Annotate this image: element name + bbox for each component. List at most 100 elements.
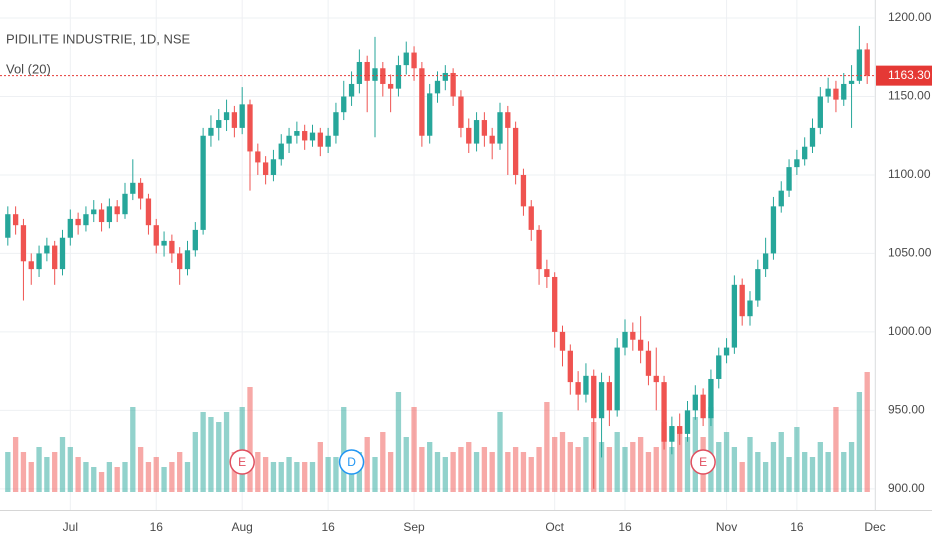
candle-body: [645, 350, 652, 376]
candle-body: [481, 120, 488, 136]
candle-body: [255, 151, 261, 163]
candle-body: [75, 218, 81, 226]
volume-bar: [372, 457, 378, 492]
volume-bar: [434, 452, 441, 492]
candle-body: [364, 61, 370, 81]
volume-bar: [794, 427, 800, 492]
volume-bar: [177, 452, 183, 492]
candle-body: [153, 225, 159, 246]
event-label: D: [347, 455, 356, 469]
volume-bar: [809, 457, 816, 492]
candle-body: [794, 159, 800, 168]
volume-bar: [614, 432, 620, 492]
volume-bar: [778, 432, 784, 492]
candle-body: [122, 193, 128, 215]
candle-body: [177, 253, 183, 270]
indicator-label: Vol (20): [6, 61, 51, 76]
candle-body: [692, 394, 698, 411]
candle-body: [856, 49, 863, 81]
volume-bar: [208, 417, 214, 492]
candle-body: [192, 229, 198, 251]
volume-bar: [528, 457, 534, 492]
candle-body: [262, 162, 269, 175]
candle-body: [356, 61, 363, 84]
volume-bar: [223, 412, 230, 492]
volume-bar: [559, 432, 566, 492]
volume-bar: [552, 437, 558, 492]
candle-body: [223, 112, 230, 121]
candle-body: [294, 131, 300, 136]
volume-bar: [786, 457, 792, 492]
candle-body: [598, 382, 605, 419]
candle-body: [341, 96, 347, 113]
volume-bar: [677, 432, 683, 492]
candle-body: [583, 375, 589, 395]
volume-bar: [505, 452, 511, 492]
candle-body: [395, 65, 402, 89]
x-tick-label: Dec: [864, 520, 885, 534]
candle-body: [216, 120, 222, 128]
x-tick-label: Jul: [63, 520, 78, 534]
volume-bar: [864, 372, 870, 492]
volume-bar: [637, 437, 644, 492]
x-tick-label: 16: [618, 520, 632, 534]
candle-body: [427, 93, 433, 136]
volume-bar: [130, 407, 136, 492]
volume-bar: [153, 457, 159, 492]
candle-body: [653, 375, 659, 383]
candle-body: [466, 127, 472, 144]
volume-bar: [278, 462, 284, 492]
candle-body: [91, 209, 97, 215]
volume-bar: [184, 462, 191, 492]
candle-body: [606, 382, 613, 411]
candle-body: [770, 206, 777, 254]
volume-bar: [716, 442, 722, 492]
candle-body: [497, 112, 503, 144]
candle-body: [802, 146, 808, 160]
volume-bar: [67, 447, 73, 492]
volume-bar: [755, 452, 761, 492]
volume-bar: [411, 407, 417, 492]
volume-bar: [856, 392, 863, 492]
volume-bar: [630, 442, 636, 492]
volume-bar: [739, 462, 745, 492]
candle-body: [317, 132, 323, 147]
candle-body: [755, 269, 761, 301]
x-tick-label: Oct: [545, 520, 564, 534]
volume-bar: [5, 452, 11, 492]
candle-body: [544, 269, 550, 277]
volume-bar: [419, 447, 425, 492]
candle-body: [348, 83, 355, 97]
volume-bar: [512, 447, 519, 492]
candle-body: [411, 52, 417, 69]
candle-body: [630, 331, 636, 340]
volume-bar: [684, 437, 691, 492]
volume-bar: [544, 402, 550, 492]
volume-bar: [145, 462, 152, 492]
candle-body: [739, 284, 745, 317]
volume-bar: [817, 442, 823, 492]
volume-bar: [731, 447, 738, 492]
volume-bar: [489, 452, 495, 492]
volume-bar: [450, 452, 456, 492]
candle-body: [231, 112, 238, 128]
candle-body: [20, 225, 27, 262]
candle-body: [731, 284, 738, 348]
volume-bar: [380, 432, 386, 492]
volume-layer: [5, 372, 870, 492]
candle-body: [380, 68, 386, 84]
volume-bar: [341, 407, 347, 492]
volume-bar: [575, 447, 581, 492]
volume-bar: [645, 452, 652, 492]
volume-bar: [723, 432, 730, 492]
volume-bar: [762, 462, 769, 492]
overlay-layer: 1163.30 E D E: [0, 65, 932, 475]
candle-body: [864, 49, 870, 76]
candle-body: [817, 96, 823, 128]
volume-bar: [442, 457, 448, 492]
candle-body: [325, 135, 331, 147]
volume-bar: [309, 462, 316, 492]
candle-body: [387, 83, 394, 89]
event-marker: [690, 449, 716, 475]
